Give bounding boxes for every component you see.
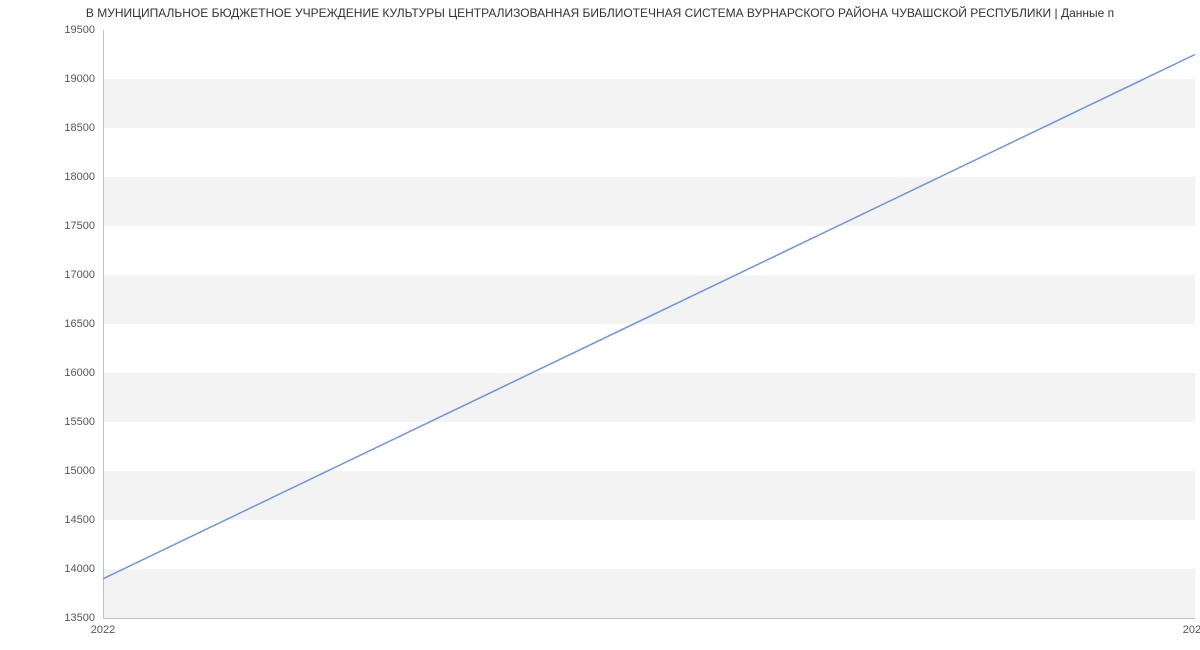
- y-tick-label: 17000: [55, 269, 95, 281]
- y-tick-label: 19000: [55, 73, 95, 85]
- y-tick-label: 13500: [55, 612, 95, 624]
- y-tick-label: 16000: [55, 367, 95, 379]
- x-axis-line: [103, 618, 1195, 619]
- x-tick-label: 2022: [91, 624, 115, 636]
- y-tick-label: 15500: [55, 416, 95, 428]
- y-tick-label: 18000: [55, 171, 95, 183]
- y-tick-label: 18500: [55, 122, 95, 134]
- y-tick-label: 17500: [55, 220, 95, 232]
- chart-title: В МУНИЦИПАЛЬНОЕ БЮДЖЕТНОЕ УЧРЕЖДЕНИЕ КУЛ…: [0, 6, 1200, 20]
- series-layer: [103, 30, 1195, 618]
- plot-area: [103, 30, 1195, 618]
- y-tick-label: 14000: [55, 563, 95, 575]
- line-series-1: [103, 55, 1195, 579]
- y-tick-label: 19500: [55, 24, 95, 36]
- y-tick-label: 15000: [55, 465, 95, 477]
- y-tick-label: 16500: [55, 318, 95, 330]
- y-tick-label: 14500: [55, 514, 95, 526]
- x-tick-label: 2024: [1183, 624, 1200, 636]
